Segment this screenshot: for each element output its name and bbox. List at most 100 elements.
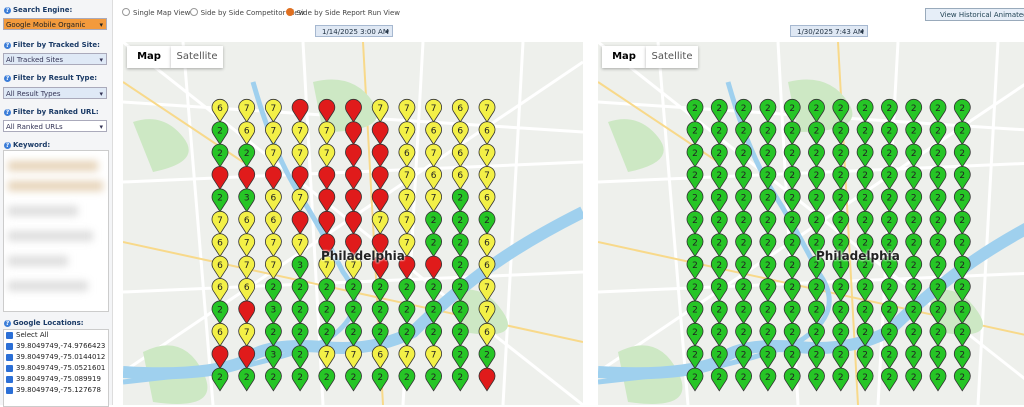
rank-label: 2	[716, 216, 722, 226]
rank-pin	[291, 121, 309, 146]
location-item: Select All	[4, 330, 108, 341]
rank-label: 2	[959, 194, 965, 204]
rank-pin	[881, 300, 898, 325]
rank-pin	[425, 143, 442, 168]
rank-label: 2	[838, 238, 844, 248]
rank-label: 2	[959, 306, 965, 316]
rank-pin	[478, 323, 496, 347]
rank-pin	[478, 345, 496, 370]
rank-pin	[832, 211, 850, 235]
rank-pin	[929, 211, 947, 235]
rank-label: 2	[814, 216, 820, 226]
rank-pin	[710, 233, 728, 258]
rank-pin	[478, 255, 496, 280]
rank-pin	[735, 278, 752, 302]
select[interactable]: All Tracked Sites	[3, 53, 107, 66]
rank-label: 2	[484, 216, 490, 226]
rank-pin	[398, 233, 416, 258]
rank-pin	[398, 166, 416, 190]
rank-label: 2	[741, 350, 747, 360]
rank-label: 2	[716, 261, 722, 271]
rank-label: 2	[765, 194, 771, 204]
rank-pin	[929, 278, 947, 302]
rank-label: 2	[789, 306, 795, 316]
rank-pin	[265, 278, 282, 302]
rank-label: 6	[457, 126, 463, 136]
rank-label: 2	[862, 216, 868, 226]
view-radio[interactable]: Side by Side Report Run View	[286, 8, 400, 17]
location-item: 39.8049749,-75.089919	[4, 374, 108, 385]
map-button[interactable]: Map	[602, 46, 646, 68]
rank-label: 3	[271, 350, 277, 360]
rank-pin	[783, 99, 801, 123]
rank-label: 2	[911, 104, 917, 114]
rank-pin	[425, 278, 442, 302]
rank-pin	[265, 166, 282, 190]
rank-pin	[371, 323, 389, 347]
filter-label: Search Engine:	[4, 6, 72, 14]
rank-pin	[759, 99, 777, 123]
rank-pin	[783, 278, 801, 302]
satellite-button[interactable]: Satellite	[171, 46, 223, 68]
rank-label: 2	[935, 104, 941, 114]
rank-pin	[808, 255, 825, 280]
rank-pin	[686, 99, 704, 123]
rank-label: 2	[887, 104, 893, 114]
rank-pin	[211, 300, 229, 325]
rank-pin	[735, 233, 752, 258]
rank-label: 2	[484, 350, 490, 360]
rank-label: 2	[789, 216, 795, 226]
rank-label: 2	[814, 328, 820, 338]
rank-label: 2	[692, 328, 698, 338]
rank-label: 7	[431, 149, 437, 159]
rank-pin	[238, 300, 256, 325]
rank-label: 2	[431, 283, 437, 293]
rank-label: 2	[716, 194, 722, 204]
rank-label: 7	[271, 126, 277, 136]
rank-label: 2	[692, 104, 698, 114]
rank-pin	[856, 99, 874, 123]
rank-label: 2	[765, 216, 771, 226]
rank-label: 2	[838, 149, 844, 159]
sidebar: Search Engine: Google Mobile Organic Fil…	[0, 0, 113, 407]
rank-label: 6	[244, 216, 250, 226]
rank-pin	[318, 143, 336, 168]
rank-pin	[735, 121, 752, 146]
rank-pin	[451, 255, 469, 280]
keyword-box[interactable]	[3, 150, 109, 312]
rank-pin	[238, 345, 256, 370]
rank-pin	[291, 278, 309, 302]
rank-pin	[808, 323, 825, 347]
rank-label: 2	[789, 194, 795, 204]
rank-pin	[478, 143, 496, 168]
satellite-button[interactable]: Satellite	[646, 46, 698, 68]
map-button[interactable]: Map	[127, 46, 171, 68]
map[interactable]: 6 7 7 7 7 7 6 7 2 6 7 7 7 7 6 6 6 2 2 7 7 7 6 7 6 7 7 6 6 7 2 3 6 7 7 7 2 6 7 6…	[123, 42, 583, 405]
rank-label: 2	[431, 306, 437, 316]
rank-pin	[478, 367, 496, 392]
rank-pin	[710, 121, 728, 146]
select[interactable]: All Result Types	[3, 87, 107, 100]
rank-pin	[291, 188, 309, 213]
rank-label: 2	[324, 373, 330, 383]
date-select[interactable]: 1/14/2025 3:00 AM	[315, 25, 393, 38]
select[interactable]: Google Mobile Organic	[3, 18, 107, 31]
select[interactable]: All Ranked URLs	[3, 120, 107, 133]
rank-label: 2	[431, 373, 437, 383]
gif-button[interactable]: View Historical Animated Gif	[925, 8, 1024, 21]
rank-label: 2	[716, 171, 722, 181]
rank-label: 2	[789, 261, 795, 271]
rank-label: 6	[431, 126, 437, 136]
rank-pin	[478, 300, 496, 325]
map[interactable]: 2 2 2 2 2 2 2 2 2 2 2 2 2 2 2 2 2 2 2 2 2 2 2 2 2 2 2 2 2 2 2 2 2 2 2 2 2 2 2 2…	[598, 42, 1024, 405]
date-select[interactable]: 1/30/2025 7:43 AM	[790, 25, 868, 38]
view-radio[interactable]: Single Map View	[122, 8, 190, 17]
rank-label: 2	[911, 238, 917, 248]
view-radio[interactable]: Side by Side Competitor View	[190, 8, 305, 17]
rank-pin	[832, 166, 850, 190]
rank-pin	[425, 255, 442, 280]
rank-pin	[318, 211, 336, 235]
rank-pin	[808, 367, 825, 392]
rank-pin	[211, 166, 229, 190]
rank-label: 2	[741, 126, 747, 136]
